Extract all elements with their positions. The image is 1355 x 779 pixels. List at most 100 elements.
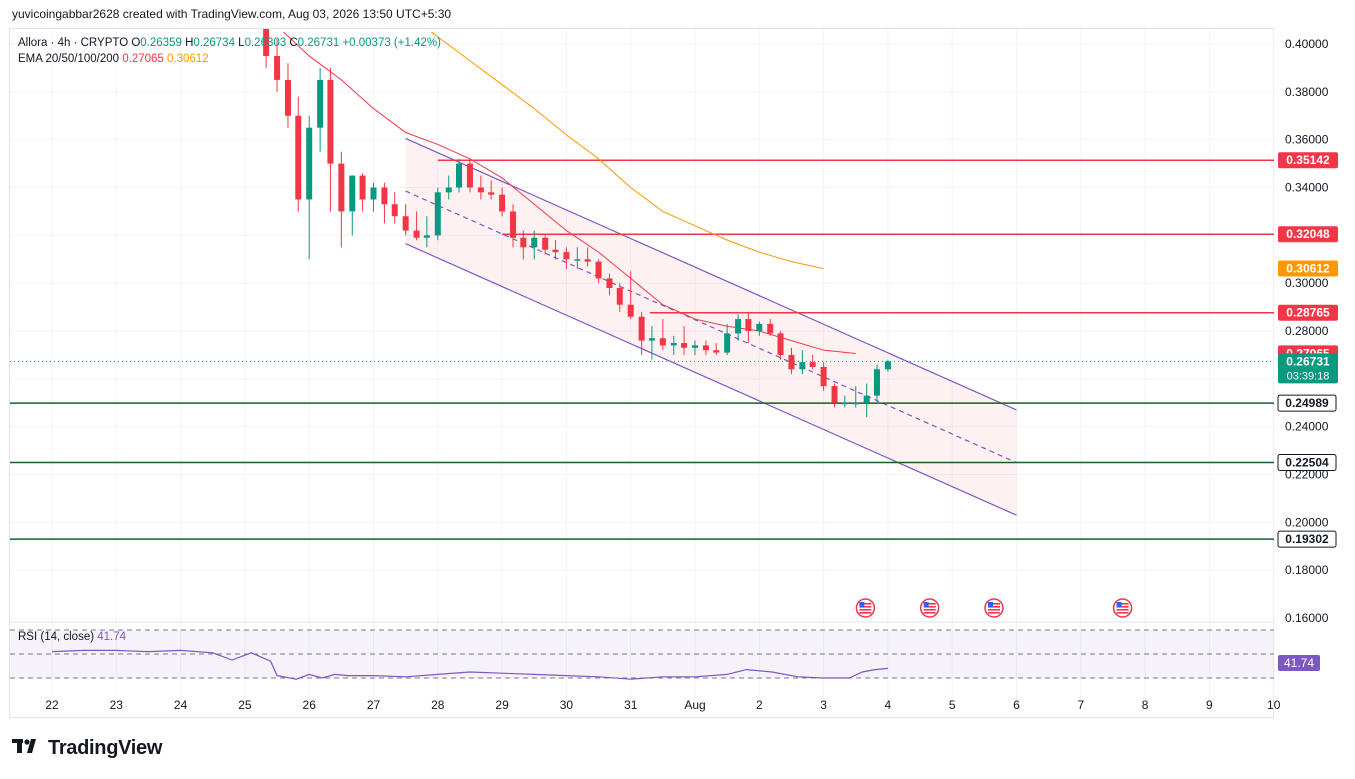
candle[interactable] xyxy=(466,158,473,193)
candle[interactable] xyxy=(552,240,559,260)
candle[interactable] xyxy=(295,96,302,212)
candle[interactable] xyxy=(317,67,324,152)
candle[interactable] xyxy=(423,216,430,248)
candle-body xyxy=(724,333,731,353)
flag-stripe xyxy=(987,612,1000,614)
candle-body xyxy=(884,361,891,370)
candle[interactable] xyxy=(402,204,409,236)
us-flag-event-icon[interactable] xyxy=(984,598,1004,618)
candle[interactable] xyxy=(724,323,731,355)
candle[interactable] xyxy=(327,67,334,212)
candle[interactable] xyxy=(659,319,666,351)
candle[interactable] xyxy=(863,383,870,418)
candle-body xyxy=(584,259,591,262)
flag-canton xyxy=(1116,602,1122,607)
x-tick-label: 6 xyxy=(1013,698,1020,712)
candle[interactable] xyxy=(756,321,763,336)
candle[interactable] xyxy=(606,273,613,296)
open-value: 0.26359 xyxy=(140,37,182,49)
rsi-line xyxy=(51,649,888,680)
flag-stripe xyxy=(859,612,872,614)
candle[interactable] xyxy=(670,335,677,355)
candle[interactable] xyxy=(799,350,806,375)
x-tick-label: 8 xyxy=(1142,698,1149,712)
candle[interactable] xyxy=(531,230,538,260)
candle[interactable] xyxy=(338,151,345,248)
candle[interactable] xyxy=(456,158,463,193)
candle[interactable] xyxy=(809,354,816,370)
candle-body xyxy=(306,127,313,200)
candle-body xyxy=(510,211,517,238)
candle-body xyxy=(735,319,742,334)
candle[interactable] xyxy=(767,319,774,336)
rsi-legend[interactable]: RSI (14, close) 41.74 xyxy=(18,631,126,643)
candle[interactable] xyxy=(702,340,709,355)
us-flag-event-icon[interactable] xyxy=(1112,598,1133,618)
us-flag-event-icon[interactable] xyxy=(919,598,940,618)
candle[interactable] xyxy=(777,331,784,360)
candle[interactable] xyxy=(574,247,581,269)
candle[interactable] xyxy=(510,204,517,248)
candle[interactable] xyxy=(638,311,645,355)
candle[interactable] xyxy=(381,182,388,224)
support-badge-text: 0.24989 xyxy=(1285,396,1329,410)
candle[interactable] xyxy=(284,63,291,128)
candle-body xyxy=(284,79,291,116)
candle[interactable] xyxy=(413,211,420,241)
candle[interactable] xyxy=(681,326,688,355)
candle-body xyxy=(863,395,870,403)
candle[interactable] xyxy=(499,187,506,217)
candle[interactable] xyxy=(263,29,270,68)
candle[interactable] xyxy=(595,259,602,284)
candle-body xyxy=(327,79,334,164)
symbol-label[interactable]: Allora · 4h · CRYPTO xyxy=(18,37,129,49)
candle[interactable] xyxy=(841,395,848,408)
channel-lower-line xyxy=(405,243,1017,516)
candle-body xyxy=(841,402,848,405)
us-flag-event-icon[interactable] xyxy=(855,598,876,618)
ema-label[interactable]: EMA 20/50/100/200 xyxy=(18,53,120,65)
candle-body xyxy=(402,216,409,231)
candle[interactable] xyxy=(627,271,634,320)
candle[interactable] xyxy=(520,230,527,260)
candle[interactable] xyxy=(713,343,720,355)
candle[interactable] xyxy=(488,180,495,200)
candle-body xyxy=(488,192,495,195)
candle[interactable] xyxy=(434,187,441,241)
candle[interactable] xyxy=(306,115,313,260)
candle[interactable] xyxy=(852,386,859,408)
candle[interactable] xyxy=(616,283,623,312)
candle[interactable] xyxy=(692,340,698,355)
candle[interactable] xyxy=(349,175,356,236)
candle[interactable] xyxy=(359,173,366,212)
candle[interactable] xyxy=(745,311,752,343)
candle-body xyxy=(638,316,645,341)
candle-body xyxy=(413,230,420,238)
candle[interactable] xyxy=(563,247,570,269)
candle[interactable] xyxy=(873,364,880,403)
candle[interactable] xyxy=(274,39,281,92)
candle[interactable] xyxy=(820,362,827,391)
x-tick-label: 27 xyxy=(367,698,381,712)
candle[interactable] xyxy=(648,326,655,360)
candle[interactable] xyxy=(884,359,891,372)
flag-canton xyxy=(923,602,929,607)
brand[interactable]: TradingView xyxy=(12,737,162,760)
candle-body xyxy=(648,338,655,341)
candle-body xyxy=(295,115,302,200)
candle[interactable] xyxy=(370,182,377,212)
candle[interactable] xyxy=(735,314,742,341)
flag-stripe xyxy=(1116,609,1129,611)
flag-stripe xyxy=(923,612,936,614)
candle[interactable] xyxy=(445,175,452,200)
candle[interactable] xyxy=(391,192,398,224)
flag-stripe xyxy=(923,606,936,608)
candle[interactable] xyxy=(477,175,484,200)
price-badge-bg xyxy=(1278,260,1338,277)
candle[interactable] xyxy=(584,247,591,267)
candle[interactable] xyxy=(542,235,549,255)
candle[interactable] xyxy=(788,347,795,375)
x-tick-label: 29 xyxy=(495,698,509,712)
candle[interactable] xyxy=(831,383,838,408)
